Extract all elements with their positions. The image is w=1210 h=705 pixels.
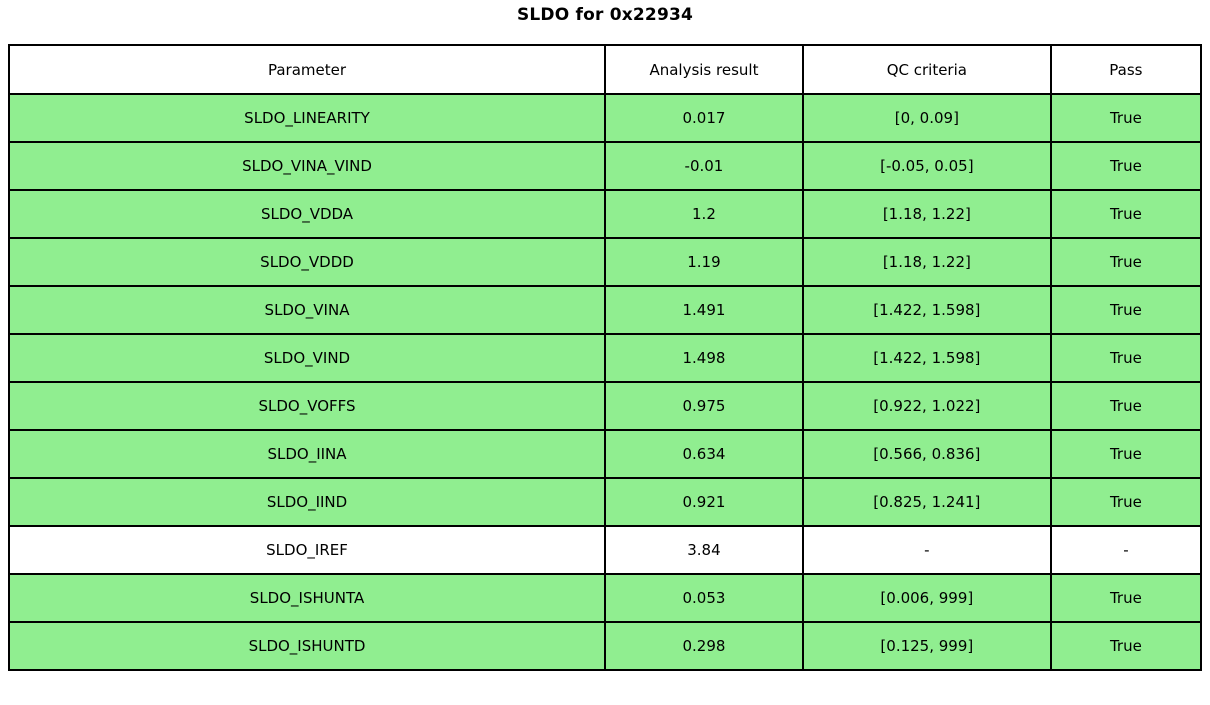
cell-qc-criteria: [0.566, 0.836] — [801, 429, 1052, 479]
cell-analysis-result: 0.053 — [604, 573, 804, 623]
cell-parameter: SLDO_IINA — [7, 429, 607, 479]
cell-qc-criteria: [1.422, 1.598] — [801, 333, 1052, 383]
cell-qc-criteria: [0.125, 999] — [801, 621, 1052, 671]
cell-parameter: SLDO_VDDD — [7, 237, 607, 287]
cell-parameter: SLDO_LINEARITY — [7, 93, 607, 143]
cell-analysis-result: 0.975 — [604, 381, 804, 431]
cell-pass: True — [1049, 333, 1203, 383]
table-row: SLDO_VDDA 1.2 [1.18, 1.22] True — [7, 189, 1203, 239]
table-row: SLDO_VOFFS 0.975 [0.922, 1.022] True — [7, 381, 1203, 431]
cell-analysis-result: 3.84 — [604, 525, 804, 575]
table-body: SLDO_LINEARITY 0.017 [0, 0.09] True SLDO_VIN… — [7, 93, 1203, 671]
cell-parameter: SLDO_IIND — [7, 477, 607, 527]
table-row: SLDO_VINA 1.491 [1.422, 1.598] True — [7, 285, 1203, 335]
table-row: SLDO_VINA_VIND -0.01 [-0.05, 0.05] True — [7, 141, 1203, 191]
cell-pass: - — [1049, 525, 1203, 575]
table-row: SLDO_VIND 1.498 [1.422, 1.598] True — [7, 333, 1203, 383]
table-row: SLDO_ISHUNTA 0.053 [0.006, 999] True — [7, 573, 1203, 623]
cell-parameter: SLDO_IREF — [7, 525, 607, 575]
cell-qc-criteria: [0, 0.09] — [801, 93, 1052, 143]
cell-pass: True — [1049, 285, 1203, 335]
cell-parameter: SLDO_VINA — [7, 285, 607, 335]
cell-analysis-result: 1.2 — [604, 189, 804, 239]
table-row: SLDO_LINEARITY 0.017 [0, 0.09] True — [7, 93, 1203, 143]
table-row: SLDO_VDDD 1.19 [1.18, 1.22] True — [7, 237, 1203, 287]
cell-analysis-result: 0.921 — [604, 477, 804, 527]
cell-parameter: SLDO_ISHUNTA — [7, 573, 607, 623]
cell-parameter: SLDO_VINA_VIND — [7, 141, 607, 191]
cell-qc-criteria: [0.006, 999] — [801, 573, 1052, 623]
cell-qc-criteria: [1.18, 1.22] — [801, 237, 1052, 287]
cell-pass: True — [1049, 621, 1203, 671]
cell-parameter: SLDO_ISHUNTD — [7, 621, 607, 671]
header-row: Parameter Analysis result QC criteria Pa… — [7, 44, 1203, 95]
cell-pass: True — [1049, 573, 1203, 623]
cell-parameter: SLDO_VIND — [7, 333, 607, 383]
page-title: SLDO for 0x22934 — [516, 5, 694, 25]
column-header-pass: Pass — [1049, 44, 1203, 95]
cell-qc-criteria: [0.922, 1.022] — [801, 381, 1052, 431]
column-header-qc-criteria: QC criteria — [801, 44, 1052, 95]
cell-qc-criteria: - — [801, 525, 1052, 575]
cell-qc-criteria: [0.825, 1.241] — [801, 477, 1052, 527]
cell-analysis-result: -0.01 — [604, 141, 804, 191]
cell-pass: True — [1049, 237, 1203, 287]
cell-pass: True — [1049, 93, 1203, 143]
cell-analysis-result: 1.491 — [604, 285, 804, 335]
table-row: SLDO_IREF 3.84- - — [7, 525, 1203, 575]
column-header-parameter: Parameter — [7, 44, 607, 95]
cell-analysis-result: 0.298 — [604, 621, 804, 671]
qc-results-table: Parameter Analysis result QC criteria Pa… — [7, 44, 1203, 671]
cell-qc-criteria: [-0.05, 0.05] — [801, 141, 1052, 191]
cell-qc-criteria: [1.18, 1.22] — [801, 189, 1052, 239]
cell-parameter: SLDO_VDDA — [7, 189, 607, 239]
cell-pass: True — [1049, 429, 1203, 479]
cell-analysis-result: 0.634 — [604, 429, 804, 479]
cell-analysis-result: 1.19 — [604, 237, 804, 287]
cell-parameter: SLDO_VOFFS — [7, 381, 607, 431]
cell-pass: True — [1049, 141, 1203, 191]
column-header-analysis-result: Analysis result — [604, 44, 804, 95]
cell-analysis-result: 0.017 — [604, 93, 804, 143]
cell-pass: True — [1049, 381, 1203, 431]
table-row: SLDO_IINA 0.634 [0.566, 0.836] True — [7, 429, 1203, 479]
table-row: SLDO_IIND 0.921 [0.825, 1.241] True — [7, 477, 1203, 527]
cell-pass: True — [1049, 189, 1203, 239]
table-row: SLDO_ISHUNTD 0.298 [0.125, 999] True — [7, 621, 1203, 671]
cell-qc-criteria: [1.422, 1.598] — [801, 285, 1052, 335]
table-header: Parameter Analysis result QC criteria Pa… — [7, 44, 1203, 95]
cell-pass: True — [1049, 477, 1203, 527]
cell-analysis-result: 1.498 — [604, 333, 804, 383]
